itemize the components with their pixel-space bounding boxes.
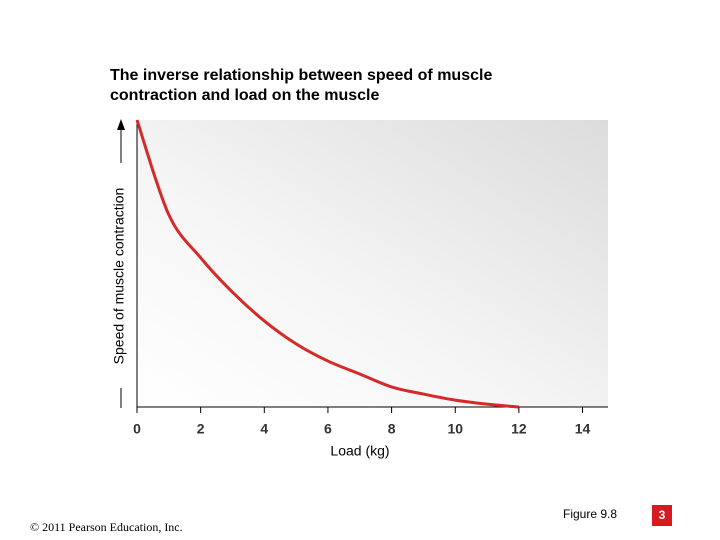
copyright: © 2011 Pearson Education, Inc. — [30, 520, 183, 534]
x-tick-label: 10 — [447, 421, 463, 437]
x-tick-label: 8 — [388, 421, 396, 437]
y-axis-title: Speed of muscle contraction — [111, 188, 127, 365]
page-badge — [652, 505, 672, 526]
chart-title: The inverse relationship between speed o… — [110, 67, 493, 104]
x-tick-label: 14 — [575, 421, 591, 437]
x-axis-title: Load (kg) — [330, 443, 389, 459]
x-tick-label: 2 — [197, 421, 205, 437]
x-tick-label: 0 — [133, 421, 141, 437]
curve — [135, 119, 520, 409]
x-tick-label: 12 — [511, 421, 527, 437]
x-tick-label: 4 — [260, 421, 268, 437]
x-tick-label: 6 — [324, 421, 332, 437]
figure-label: Figure 9.8 — [563, 507, 617, 521]
page-number: 3 — [659, 508, 666, 522]
y-axis-arrowhead — [117, 119, 125, 130]
plot-background — [137, 120, 608, 407]
